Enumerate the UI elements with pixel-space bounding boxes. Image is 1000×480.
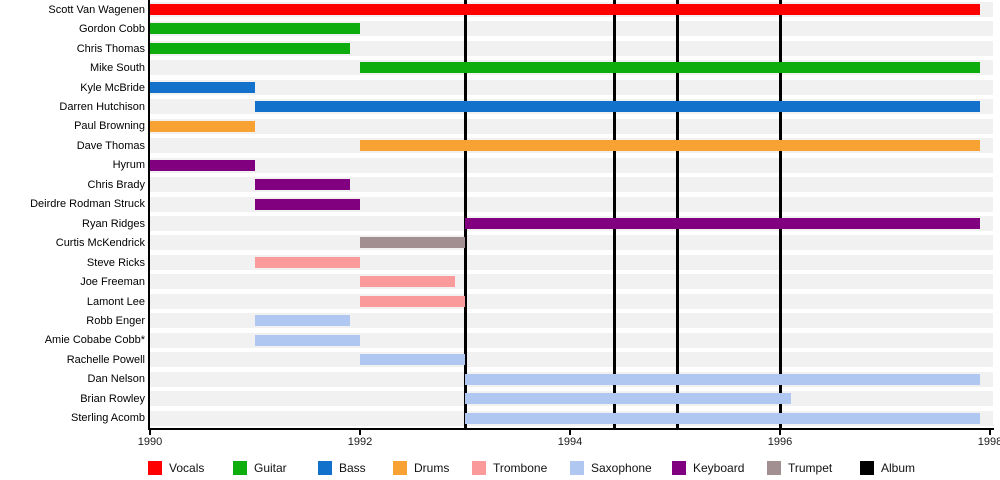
member-row-background xyxy=(150,254,993,270)
legend-swatch-icon xyxy=(570,461,584,475)
member-name-label: Robb Enger xyxy=(86,315,145,327)
member-name-label: Rachelle Powell xyxy=(66,353,145,366)
x-axis-tick-label: 1992 xyxy=(347,436,373,448)
timeline-bar xyxy=(150,4,980,15)
member-name-label: Ryan Ridges xyxy=(82,217,145,230)
timeline-bar xyxy=(360,62,980,74)
member-row-background xyxy=(150,332,993,348)
legend-label: Trombone xyxy=(493,461,548,475)
member-name-label: Gordon Cobb xyxy=(78,23,145,36)
y-axis-line xyxy=(148,0,150,430)
timeline-bar xyxy=(360,276,455,288)
x-axis-tick-label: 1996 xyxy=(767,436,793,448)
timeline-bar xyxy=(255,179,350,191)
timeline-bar xyxy=(465,412,980,424)
timeline-bar xyxy=(465,373,980,385)
legend: Vocals Guitar Bass Drums Trombone Saxophone Ke… xyxy=(0,460,1000,480)
member-row-background xyxy=(150,196,993,212)
member-name-label: Steve Ricks xyxy=(86,256,145,269)
x-axis-tick xyxy=(569,430,571,435)
timeline-bar xyxy=(255,198,360,210)
member-name-label: Chris Thomas xyxy=(76,42,145,55)
member-name-label: Sterling Acomb xyxy=(71,412,145,425)
legend-swatch-icon xyxy=(767,461,781,475)
x-axis-tick-label: 1990 xyxy=(137,436,163,448)
member-row-background xyxy=(150,79,993,95)
timeline-bar xyxy=(465,218,980,229)
x-axis-tick xyxy=(989,430,991,435)
member-name-label: Deirdre Rodman Struck xyxy=(30,198,145,211)
timeline-bar xyxy=(150,42,350,54)
timeline-bar xyxy=(255,334,360,346)
timeline-bar xyxy=(360,295,465,307)
legend-label: Keyboard xyxy=(693,461,745,475)
member-row-background xyxy=(150,313,993,329)
timeline-bar xyxy=(255,256,360,268)
legend-label: Vocals xyxy=(169,461,205,475)
timeline-bar xyxy=(150,159,255,171)
member-row-background xyxy=(150,274,993,290)
member-name-label: Brian Rowley xyxy=(80,392,145,405)
legend-label: Saxophone xyxy=(591,461,652,475)
timeline-bar xyxy=(360,354,465,366)
member-row-background xyxy=(150,118,993,134)
x-axis-tick xyxy=(779,430,781,435)
legend-swatch-icon xyxy=(393,461,407,475)
member-row-background xyxy=(150,40,993,56)
legend-swatch-icon xyxy=(472,461,486,475)
timeline-bar xyxy=(360,140,980,152)
member-row-background xyxy=(150,157,993,173)
album-release-line xyxy=(612,0,616,428)
member-name-label: Kyle McBride xyxy=(80,81,145,94)
x-axis-tick-label: 1994 xyxy=(557,436,583,448)
legend-label: Album xyxy=(881,461,916,475)
member-name-label: Hyrum xyxy=(112,159,145,172)
member-name-label: Curtis McKendrick xyxy=(55,237,145,250)
album-release-line xyxy=(778,0,782,428)
legend-label: Guitar xyxy=(254,461,287,475)
member-row-background xyxy=(150,235,993,251)
x-axis-line xyxy=(148,428,994,430)
legend-swatch-icon xyxy=(233,461,247,475)
member-name-label: Amie Cobabe Cobb* xyxy=(44,334,145,347)
timeline-bar xyxy=(255,101,980,113)
member-name-label: Dan Nelson xyxy=(87,373,145,386)
x-axis-tick xyxy=(359,430,361,435)
legend-label: Drums xyxy=(414,461,450,475)
member-name-label: Joe Freeman xyxy=(80,276,145,289)
timeline-bar xyxy=(255,315,350,327)
member-row-background xyxy=(150,352,993,368)
member-name-label: Lamont Lee xyxy=(86,295,145,308)
legend-label: Trumpet xyxy=(788,461,833,475)
legend-label: Bass xyxy=(339,461,366,475)
member-row-background xyxy=(150,177,993,193)
legend-swatch-icon xyxy=(148,461,162,475)
member-row-background xyxy=(150,293,993,309)
x-axis-tick xyxy=(149,430,151,435)
timeline-bar xyxy=(150,120,255,132)
timeline-bar xyxy=(150,81,255,93)
legend-swatch-icon xyxy=(860,461,874,475)
album-release-line xyxy=(675,0,679,428)
x-axis-tick-label: 1998 xyxy=(977,436,1000,448)
member-name-label: Paul Browning xyxy=(74,120,145,133)
member-labels: Scott Van Wagenen Gordon Cobb Chris Thomas… xyxy=(0,0,145,428)
member-name-label: Chris Brady xyxy=(87,178,145,191)
album-release-line xyxy=(463,0,467,428)
member-name-label: Dave Thomas xyxy=(76,139,145,152)
member-name-label: Mike South xyxy=(89,62,145,75)
legend-swatch-icon xyxy=(672,461,686,475)
member-name-label: Scott Van Wagenen xyxy=(48,3,145,16)
plot-area: 1990 1992 1994 1996 1998 xyxy=(138,0,1000,448)
member-name-label: Darren Hutchison xyxy=(59,101,145,113)
legend-swatch-icon xyxy=(318,461,332,475)
timeline-bar xyxy=(360,237,465,249)
member-row-background xyxy=(150,21,993,37)
timeline-bar xyxy=(465,393,791,405)
timeline-bar xyxy=(150,23,360,35)
